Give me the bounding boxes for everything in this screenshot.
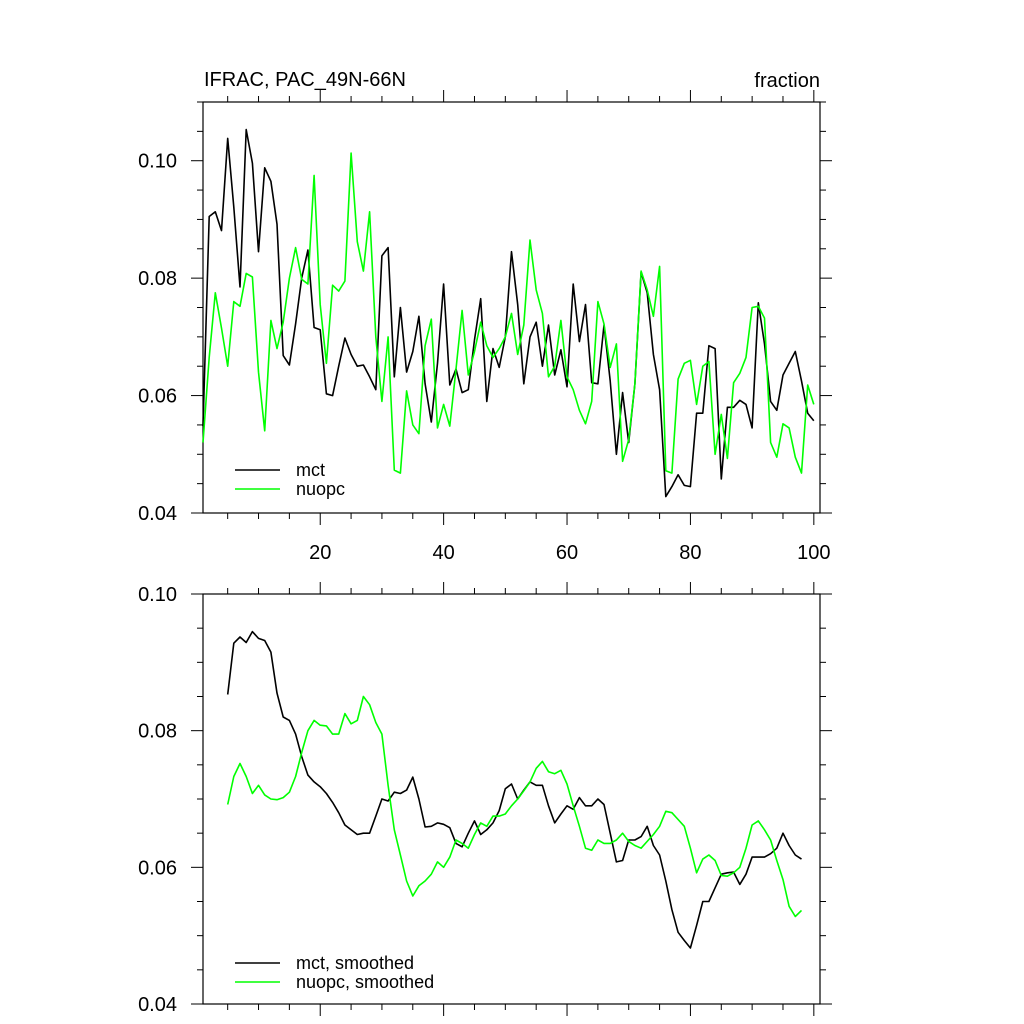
chart-title: IFRAC, PAC_49N-66N — [204, 69, 406, 91]
y-tick-label: 0.06 — [138, 386, 177, 408]
tick-labels-bottom: 0.04 0.06 0.08 0.10 — [138, 584, 177, 1016]
series-line — [202, 128, 815, 498]
series-line — [226, 630, 802, 949]
x-tick-label: 60 — [556, 542, 578, 564]
chart-units: fraction — [754, 70, 820, 92]
y-tick-label: 0.04 — [138, 994, 177, 1016]
tick-labels-top: 0.04 0.06 0.08 0.10 20 40 60 80 100 — [138, 151, 830, 564]
legend-label: mct — [296, 460, 325, 480]
series-line — [226, 695, 803, 918]
ticks-top — [191, 90, 832, 525]
panel-top: IFRAC, PAC_49N-66N fraction 0.04 0.06 0.08… — [138, 69, 832, 564]
y-tick-label: 0.04 — [138, 503, 177, 525]
series-lines-bottom — [226, 630, 803, 949]
x-tick-label: 100 — [797, 542, 830, 564]
legend-label: nuopc — [296, 479, 345, 499]
legend-label: mct, smoothed — [296, 953, 414, 973]
ticks-bottom — [191, 582, 832, 1016]
y-tick-label: 0.10 — [138, 584, 177, 606]
legend-label: nuopc, smoothed — [296, 972, 434, 992]
series-lines-top — [202, 128, 815, 498]
plot-frame-bottom — [202, 593, 821, 1005]
x-tick-label: 40 — [433, 542, 455, 564]
x-tick-label: 20 — [309, 542, 331, 564]
y-tick-label: 0.08 — [138, 721, 177, 743]
y-tick-label: 0.08 — [138, 268, 177, 290]
x-tick-label: 80 — [679, 542, 701, 564]
y-tick-label: 0.06 — [138, 857, 177, 879]
y-tick-label: 0.10 — [138, 151, 177, 173]
series-line — [202, 152, 815, 474]
